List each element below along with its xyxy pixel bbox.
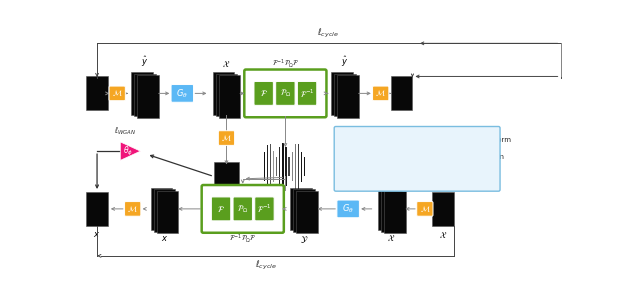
Bar	[131, 72, 153, 115]
FancyBboxPatch shape	[417, 151, 431, 164]
Bar	[334, 74, 356, 116]
FancyBboxPatch shape	[171, 85, 193, 102]
Text: $\theta_\phi$: $\theta_\phi$	[123, 145, 133, 158]
Bar	[291, 152, 292, 181]
FancyBboxPatch shape	[298, 81, 317, 105]
Bar	[86, 192, 108, 226]
Text: $\mathcal{X}$: $\mathcal{X}$	[438, 230, 447, 240]
Text: $\mathcal{F}^{-1}\mathcal{P}_\Omega\mathcal{F}$: $\mathcal{F}^{-1}\mathcal{P}_\Omega\math…	[229, 233, 257, 245]
Text: $\mathcal{P}_\Omega$: $\mathcal{P}_\Omega$	[237, 203, 248, 215]
Text: $\mathcal{X}$: $\mathcal{X}$	[387, 233, 396, 243]
FancyBboxPatch shape	[417, 134, 431, 147]
Bar	[273, 151, 275, 182]
FancyBboxPatch shape	[254, 81, 273, 105]
Bar	[337, 75, 359, 118]
Text: $G_\theta$: $G_\theta$	[343, 135, 353, 146]
Bar	[432, 192, 454, 226]
FancyBboxPatch shape	[244, 69, 326, 117]
Bar	[294, 144, 296, 189]
FancyBboxPatch shape	[337, 200, 360, 218]
Text: $\mathcal{M}$: $\mathcal{M}$	[376, 89, 386, 98]
FancyBboxPatch shape	[233, 197, 252, 221]
Bar	[391, 76, 412, 110]
FancyBboxPatch shape	[340, 151, 356, 164]
Text: $\ell_{WGAN}$: $\ell_{WGAN}$	[114, 126, 136, 137]
Bar	[285, 147, 287, 186]
Text: $\mathcal{P}_\Omega$: $\mathcal{P}_\Omega$	[280, 88, 291, 99]
Text: $\mathcal{F}$: $\mathcal{F}$	[260, 89, 268, 98]
FancyBboxPatch shape	[211, 197, 231, 221]
FancyBboxPatch shape	[255, 197, 274, 221]
Bar	[219, 75, 241, 118]
Bar	[134, 74, 156, 116]
FancyBboxPatch shape	[125, 202, 141, 216]
FancyBboxPatch shape	[276, 81, 295, 105]
Bar	[293, 189, 315, 232]
Bar	[279, 147, 280, 186]
Text: $G_\theta$: $G_\theta$	[176, 87, 188, 99]
Text: $\ell_{cycle}$: $\ell_{cycle}$	[317, 27, 339, 40]
Bar	[216, 74, 237, 116]
Text: $\theta_\phi$: $\theta_\phi$	[344, 151, 353, 163]
Bar	[157, 191, 179, 233]
Bar	[290, 188, 312, 230]
Bar	[276, 157, 277, 176]
FancyBboxPatch shape	[340, 134, 356, 147]
Bar	[381, 189, 403, 232]
Text: : Sampling operation: : Sampling operation	[431, 154, 504, 160]
Text: : Discriminator (PatchGAN): : Discriminator (PatchGAN)	[356, 154, 450, 161]
Bar	[331, 72, 353, 115]
Bar	[264, 152, 265, 181]
Text: : Generator (U-Net): : Generator (U-Net)	[356, 137, 424, 144]
Bar	[267, 145, 268, 189]
Text: $\mathcal{M}$: $\mathcal{M}$	[420, 204, 430, 214]
Bar	[298, 144, 299, 189]
Text: $\mathcal{F}^{-1}$: $\mathcal{F}^{-1}$	[257, 203, 271, 215]
Text: $G_\theta$: $G_\theta$	[342, 203, 354, 215]
Bar	[378, 188, 399, 230]
FancyBboxPatch shape	[372, 86, 389, 101]
Polygon shape	[120, 142, 140, 160]
FancyBboxPatch shape	[334, 127, 500, 191]
FancyBboxPatch shape	[109, 86, 125, 101]
Text: $\mathcal{M}$: $\mathcal{M}$	[127, 204, 138, 214]
Bar	[384, 191, 406, 233]
Bar	[296, 191, 318, 233]
Bar	[150, 188, 172, 230]
Text: $\ell_{cycle}$: $\ell_{cycle}$	[255, 259, 277, 272]
Text: $\hat{y}$: $\hat{y}$	[341, 54, 349, 69]
Bar	[212, 72, 234, 115]
Bar	[289, 157, 290, 176]
Bar	[282, 143, 284, 190]
FancyBboxPatch shape	[218, 131, 235, 145]
Bar	[270, 144, 271, 189]
Text: $\mathcal{M}$: $\mathcal{M}$	[112, 89, 122, 98]
Text: : SSoS (& Center crop): : SSoS (& Center crop)	[356, 171, 435, 178]
FancyBboxPatch shape	[202, 185, 284, 233]
Text: $\mathcal{M}$: $\mathcal{M}$	[343, 169, 353, 179]
Text: $\mathcal{X}$: $\mathcal{X}$	[222, 59, 230, 69]
Text: $\mathcal{M}$: $\mathcal{M}$	[221, 133, 232, 143]
Bar	[304, 157, 305, 176]
Text: $\mathcal{P}_\Omega$: $\mathcal{P}_\Omega$	[419, 152, 429, 162]
Text: $\mathcal{F}$: $\mathcal{F}$	[217, 204, 225, 214]
Text: $x$: $x$	[161, 233, 168, 243]
Text: $\mathcal{F}^{-1}$: $\mathcal{F}^{-1}$	[300, 87, 314, 99]
Bar	[86, 76, 108, 110]
Bar	[301, 151, 302, 181]
Text: : 2-D Fourier transform: : 2-D Fourier transform	[431, 137, 511, 143]
FancyBboxPatch shape	[417, 202, 433, 216]
Text: $\hat{y}$: $\hat{y}$	[141, 54, 148, 69]
FancyBboxPatch shape	[340, 168, 356, 181]
Text: $x$: $x$	[93, 230, 100, 239]
Text: $\mathcal{Y}$: $\mathcal{Y}$	[300, 233, 308, 244]
Bar	[154, 189, 175, 232]
Text: $\mathcal{F}^{-1}\mathcal{P}_\Omega\mathcal{F}$: $\mathcal{F}^{-1}\mathcal{P}_\Omega\math…	[271, 57, 300, 69]
Bar	[214, 162, 239, 191]
Bar	[138, 75, 159, 118]
Text: $\mathcal{F}$: $\mathcal{F}$	[420, 135, 428, 145]
